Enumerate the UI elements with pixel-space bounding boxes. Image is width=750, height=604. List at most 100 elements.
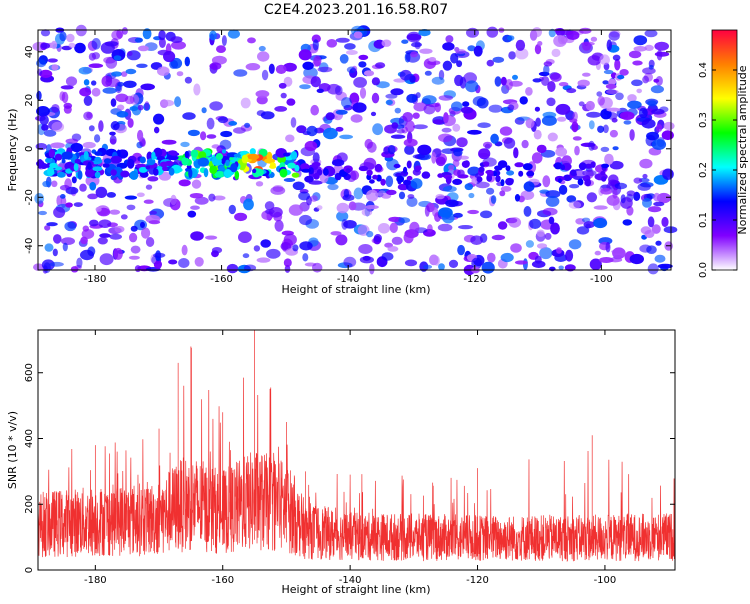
heatmap-band-blob [160,161,168,167]
heatmap-blob [396,129,405,134]
heatmap-blob [465,80,479,93]
heatmap-blob [609,129,619,138]
heatmap-band-blob [145,165,150,170]
heatmap-band-blob [287,162,296,169]
heatmap-blob [438,207,453,218]
heatmap-blob [145,237,155,247]
heatmap-blob [597,125,605,133]
heatmap-blob [500,186,512,192]
heatmap-blob [648,64,654,70]
heatmap-band-blob [311,161,321,167]
heatmap-band-blob [557,178,562,184]
heatmap-blob [51,180,58,188]
heatmap-blob [614,182,628,190]
heatmap-blob [109,233,122,240]
heatmap-blob [116,104,125,111]
heatmap-blob [316,205,323,211]
heatmap-blob [438,133,453,143]
heatmap-blob [547,132,558,142]
heatmap-blob [260,239,272,248]
heatmap-blob [458,225,473,230]
colorbar-label: Normalized spectral amplitude [736,65,749,234]
heatmap-blob [335,85,343,96]
heatmap-blob [121,27,128,35]
heatmap-blob [415,92,421,99]
heatmap-blob [292,181,305,191]
heatmap-band-blob [203,168,209,178]
heatmap-blob [341,97,352,108]
heatmap-blob [75,24,87,37]
heatmap-blob [525,87,533,96]
heatmap-blob [228,204,236,215]
heatmap-blob [238,231,252,243]
heatmap-band-blob [313,173,320,180]
heatmap-blob [385,175,394,187]
heatmap-blob [655,76,663,86]
heatmap-blob [388,216,402,222]
heatmap-blob [636,88,642,94]
heatmap-blob [46,222,58,227]
heatmap-blob [642,75,649,84]
heatmap-band-blob [584,178,592,187]
heatmap-blob [410,178,423,189]
heatmap-blob [302,253,309,262]
heatmap-blob [313,55,322,67]
heatmap-band-blob [214,171,226,178]
heatmap-blob [227,29,240,39]
heatmap-band-blob [94,156,102,162]
heatmap-blob [471,177,478,184]
heatmap-blob [544,232,552,240]
heatmap-blob [244,122,251,128]
heatmap-band-blob [92,166,103,172]
heatmap-blob [411,42,422,48]
heatmap-blob [412,154,426,159]
heatmap-blob [153,113,165,125]
heatmap-blob [283,178,296,182]
heatmap-blob [578,101,585,107]
heatmap-blob [632,60,643,66]
heatmap-blob [404,145,415,155]
heatmap-band-blob [264,158,276,164]
heatmap-blob [288,204,303,216]
heatmap-blob [163,50,176,63]
heatmap-blob [453,148,463,157]
heatmap-band-blob [61,158,66,164]
heatmap-blob [336,211,349,222]
heatmap-blob [106,192,117,198]
heatmap-blob [589,258,602,271]
heatmap-blob [73,202,83,208]
heatmap-blob [424,70,432,76]
heatmap-blob [486,187,495,195]
colorbar-tick-label: 0.4 [698,62,709,78]
heatmap-blob [70,266,79,273]
heatmap-blob [110,138,117,144]
heatmap-blob [553,35,567,47]
chart-title: C2E4.2023.201.16.58.R07 [264,2,448,18]
heatmap-band-blob [215,153,223,160]
heatmap-blob [137,104,144,111]
heatmap-blob [99,233,111,238]
heatmap-blob [359,256,374,264]
heatmap-blob [476,97,489,109]
heatmap-band-blob [505,177,514,186]
heatmap-blob [49,261,64,267]
heatmap-blob [450,53,459,64]
heatmap-blob [558,184,568,195]
heatmap-blob [105,78,121,88]
heatmap-blob [182,112,196,120]
heatmap-blob [515,48,529,60]
heatmap-blob [331,159,345,167]
heatmap-blob [39,114,49,126]
heatmap-band-blob [168,167,175,176]
heatmap-blob [406,93,418,103]
snr-y-tick-label: 600 [24,363,35,382]
heatmap-blob [134,37,143,43]
heatmap-blob [51,64,59,71]
heatmap-blob [83,111,93,121]
heatmap-band-blob [85,168,95,178]
heatmap-blob [212,195,226,201]
heatmap-blob [457,169,465,177]
heatmap-blob [310,195,318,202]
heatmap-blob [653,201,665,207]
heatmap-blob [550,72,562,82]
